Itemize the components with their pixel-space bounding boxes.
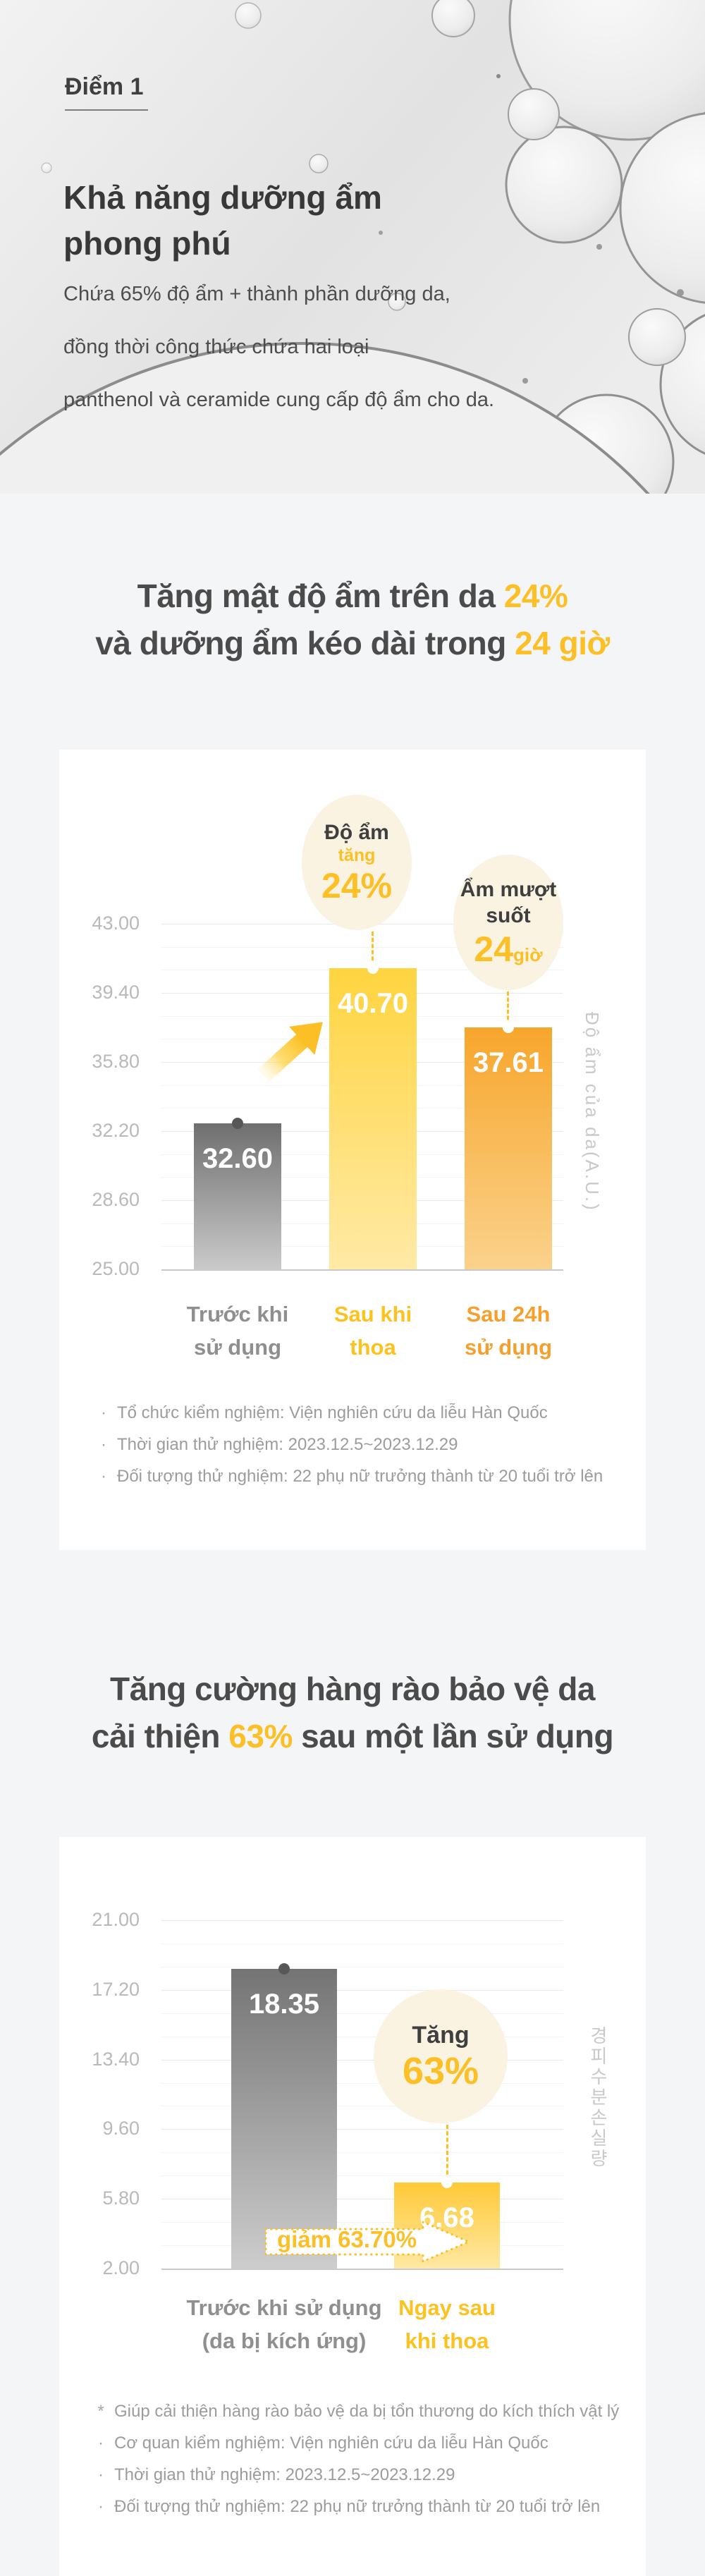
badge-sublabel: suốt [486, 904, 531, 927]
badge-value: 24% [321, 866, 393, 906]
y-axis-tick: 9.60 [102, 2118, 140, 2139]
bar-marker-dot [232, 1118, 243, 1130]
x-label-before-use-irritated: Trước khi sử dụng (da bị kích ứng) [186, 2295, 382, 2353]
footnote: · Đối tượng thử nghiệm: 22 phụ nữ trưởng … [101, 1467, 603, 1486]
badge-connector-dashed [372, 932, 374, 967]
gridline [161, 2222, 563, 2223]
hero-description: Chứa 65% độ ẩm + thành phần dưỡng da, đồ… [63, 268, 494, 427]
badge-label: Độ ẩm [324, 820, 389, 844]
bar-marker-dot [441, 2177, 453, 2189]
badge-label: Ẩm mượt [460, 877, 557, 901]
bar-value: 40.70 [337, 987, 409, 1019]
y-axis-tick: 2.00 [102, 2257, 140, 2278]
bar-after-24h: 37.61 [465, 1021, 552, 1269]
moisture-bar-plot: 32.60 40.70 37.61 [161, 924, 563, 1271]
footnote: · Thời gian thử nghiệm: 2023.12.5~2023.12… [98, 2465, 455, 2484]
badge-value: 24giờ [474, 929, 543, 969]
lasting-moisture-badge: Ẩm mượt suốt 24giờ [453, 855, 563, 990]
hero-description-line1: Chứa 65% độ ẩm + thành phần dưỡng da, [63, 283, 450, 305]
y-axis-tick: 5.80 [102, 2187, 140, 2209]
y-axis-tick: 13.40 [92, 2048, 140, 2070]
bar-value: 32.60 [202, 1143, 274, 1175]
gridline [161, 1943, 563, 1944]
bar-marker-dot [367, 962, 379, 974]
section1-title-highlight2: 24 giờ [515, 624, 610, 661]
footnote: · Thời gian thử nghiệm: 2023.12.5~2023.12… [101, 1435, 458, 1454]
hero-title: Khả năng dưỡng ẩm phong phú [63, 175, 382, 267]
y-axis-tick: 21.00 [92, 1909, 140, 1930]
bar-after-apply: 40.70 [329, 962, 417, 1269]
y-axis-ticks: 43.00 39.40 35.80 32.20 28.60 25.00 [59, 912, 149, 1279]
x-label-before-use: Trước khi sử dụng [186, 1302, 289, 1360]
section1-title-line1: Tăng mật độ ẩm trên da [137, 578, 504, 614]
x-label-after-24h: Sau 24h sử dụng [464, 1302, 553, 1360]
gridline [161, 1920, 563, 1921]
gridline [161, 1989, 563, 1991]
x-label-right-after-apply: Ngay sau khi thoa [398, 2295, 496, 2353]
decrease-arrow-banner [264, 2221, 470, 2263]
y-axis-tick: 17.20 [92, 1978, 140, 2000]
y-axis-tick: 28.60 [92, 1189, 140, 1210]
x-axis-line [161, 2269, 563, 2270]
bar-marker-dot [278, 1962, 290, 1974]
section1-title: Tăng mật độ ẩm trên da 24% và dưỡng ẩm k… [0, 573, 705, 666]
y-axis-title: 경피수분손실량 [587, 2026, 608, 2169]
section2-title-highlight: 63% [228, 1717, 293, 1754]
badge-label: Tăng [412, 2021, 470, 2049]
barrier-bar-plot: 18.35 6.68 [161, 1920, 563, 2270]
barrier-increase-badge: Tăng 63% [374, 1989, 508, 2123]
footnote: · Đối tượng thử nghiệm: 22 phụ nữ trưởng … [98, 2497, 601, 2516]
y-axis-tick: 25.00 [92, 1258, 140, 1279]
y-axis-tick: 39.40 [92, 982, 140, 1003]
y-axis-tick: 43.00 [92, 912, 140, 934]
gridline [161, 2175, 563, 2177]
section2-title-line2a: cải thiện [91, 1717, 229, 1754]
badge-connector-dashed [507, 991, 509, 1026]
bar-before-use-irritated: 18.35 [231, 1962, 337, 2269]
section1-title-line2: và dưỡng ẩm kéo dài trong [95, 624, 515, 661]
section1-title-highlight1: 24% [503, 578, 568, 614]
decrease-arrow-label: giảm 63.70% [276, 2226, 417, 2252]
test-footnotes: * Giúp cải thiện hàng rào bảo vệ da bị tổ… [94, 2401, 619, 2517]
hero-title-line1: Khả năng dưỡng ẩm [63, 179, 382, 216]
gridline [161, 2082, 563, 2084]
hero-kicker: Điểm 1 [65, 73, 148, 111]
gridline [161, 2013, 563, 2014]
footnote: · Cơ quan kiểm nghiệm: Viện nghiên cứu da… [98, 2434, 548, 2453]
section2-title: Tăng cường hàng rào bảo vệ da cải thiện … [0, 1666, 705, 1759]
footnote: · Tổ chức kiểm nghiệm: Viện nghiên cứu da… [101, 1403, 548, 1422]
barrier-chart-card: Tăng 63% 21.00 17.20 13.40 9.60 5.80 2.00 18.… [59, 1837, 646, 2576]
x-axis-line [161, 1269, 563, 1271]
bar-value: 37.61 [472, 1046, 544, 1078]
gridline [161, 946, 563, 948]
y-axis-tick: 35.80 [92, 1051, 140, 1072]
bar-value: 18.35 [248, 1988, 320, 2020]
gridline [161, 2059, 563, 2061]
y-axis-ticks: 21.00 17.20 13.40 9.60 5.80 2.00 [59, 1909, 149, 2278]
badge-value: 63% [402, 2050, 479, 2093]
moisture-increase-badge: Độ ẩm tăng 24% [302, 795, 412, 930]
y-axis-tick: 32.20 [92, 1120, 140, 1141]
test-footnotes: · Tổ chức kiểm nghiệm: Viện nghiên cứu da… [97, 1403, 603, 1487]
y-axis-title: Độ ẩm của da(A.U.) [582, 1012, 603, 1212]
gridline [161, 2129, 563, 2130]
section2-title-line1: Tăng cường hàng rào bảo vệ da [110, 1671, 595, 1707]
bar-marker-dot [503, 1021, 514, 1033]
hero-section: Điểm 1 Khả năng dưỡng ẩm phong phú Chứa … [0, 0, 705, 494]
badge-connector-dashed [446, 2125, 448, 2181]
bar-before-use: 32.60 [194, 1118, 281, 1269]
footnote: * Giúp cải thiện hàng rào bảo vệ da bị tổ… [97, 2402, 620, 2421]
oil-bubbles-photo [0, 0, 705, 494]
hero-title-line2: phong phú [63, 225, 231, 262]
hero-description-line3: panthenol và ceramide cung cấp độ ẩm cho… [63, 389, 495, 411]
badge-unit: giờ [513, 944, 543, 965]
gridline [161, 2152, 563, 2154]
increase-arrow-icon [257, 1022, 323, 1082]
section2-title-line2b: sau một lần sử dụng [292, 1717, 614, 1754]
x-label-after-apply: Sau khi thoa [333, 1302, 412, 1360]
moisture-chart-card: Độ ẩm tăng 24% Ẩm mượt suốt 24giờ 43.00 3… [59, 750, 646, 1550]
hero-description-line2: đồng thời công thức chứa hai loại [63, 336, 369, 358]
badge-sublabel: tăng [338, 846, 376, 866]
